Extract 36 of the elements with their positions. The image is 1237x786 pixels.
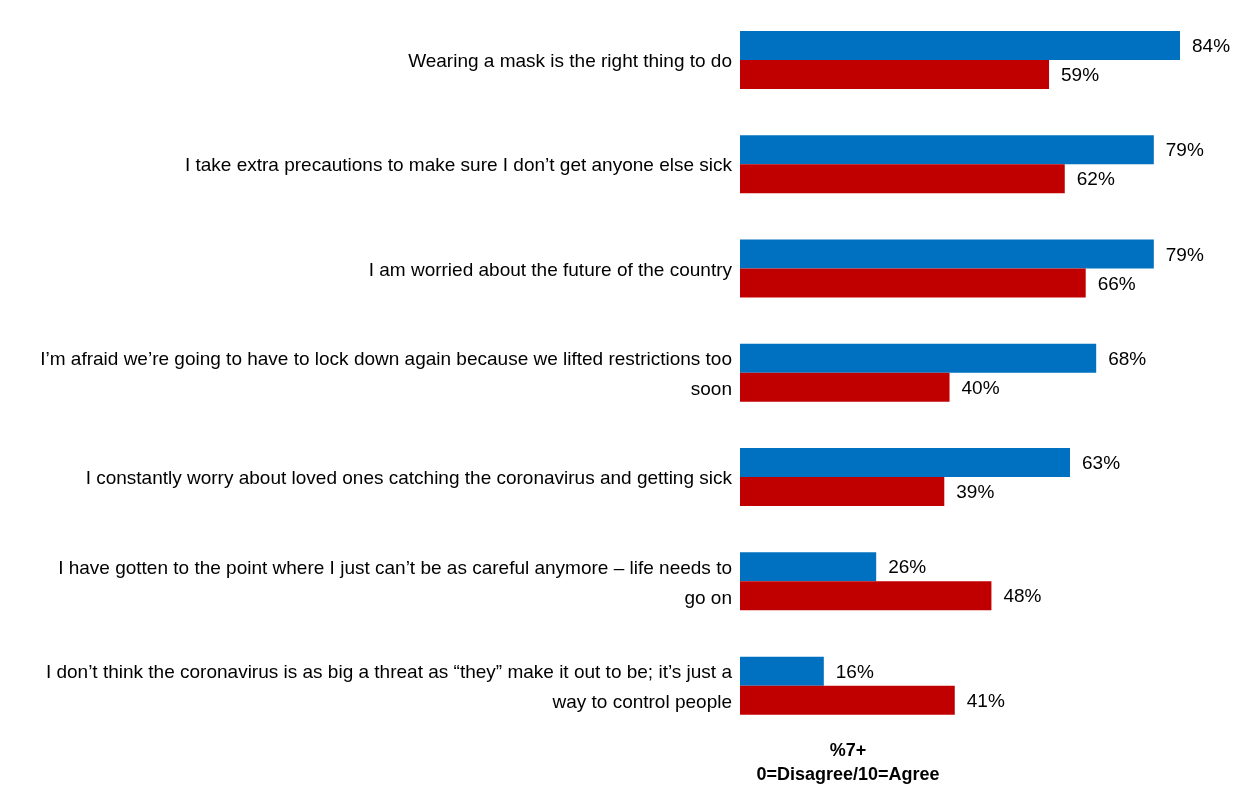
data-label: 79% <box>1165 139 1204 161</box>
bar <box>740 135 1154 165</box>
data-label: 26% <box>888 556 927 578</box>
y-tick-label: I constantly worry about loved ones catching the coronavirus and getting sick <box>85 466 733 488</box>
bar <box>740 581 992 611</box>
bar <box>740 59 1050 89</box>
bar <box>740 343 1097 373</box>
y-tick-label: I don’t think the coronavirus is as big a threat as “they” make it out to be; it’s just a way to control people <box>45 660 733 712</box>
data-label: 39% <box>956 481 995 503</box>
y-tick-label: Wearing a mask is the right thing to do <box>408 49 732 71</box>
bar <box>740 685 955 715</box>
data-label: 41% <box>966 689 1005 711</box>
data-label: 63% <box>1082 452 1121 474</box>
y-tick-label: I’m afraid we’re going to have to lock down again because we lifted restrictions too soon <box>40 347 732 399</box>
data-label: 59% <box>1061 63 1100 85</box>
data-label: 40% <box>961 376 1000 398</box>
data-label: 48% <box>1003 585 1042 607</box>
data-label: 66% <box>1097 272 1136 294</box>
bar <box>740 372 950 402</box>
bar <box>740 448 1070 478</box>
y-tick-label: I have gotten to the point where I just can’t be as careful anymore – life needs to go on <box>58 556 732 608</box>
bar <box>740 30 1180 60</box>
bar <box>740 656 824 686</box>
x-axis-title: %7+ 0=Disagree/10=Agree <box>755 739 941 786</box>
bar <box>740 477 945 507</box>
bar <box>740 552 877 582</box>
y-tick-label: I am worried about the future of the country <box>368 258 733 280</box>
data-label: 79% <box>1165 243 1204 265</box>
data-label: 62% <box>1076 168 1115 190</box>
data-label: 16% <box>835 660 874 682</box>
bar <box>740 164 1065 194</box>
data-label: 68% <box>1108 347 1147 369</box>
bar <box>740 268 1086 298</box>
y-tick-label: I take extra precautions to make sure I don’t get anyone else sick <box>184 153 733 175</box>
data-label: 84% <box>1192 34 1231 56</box>
bar <box>740 239 1154 269</box>
